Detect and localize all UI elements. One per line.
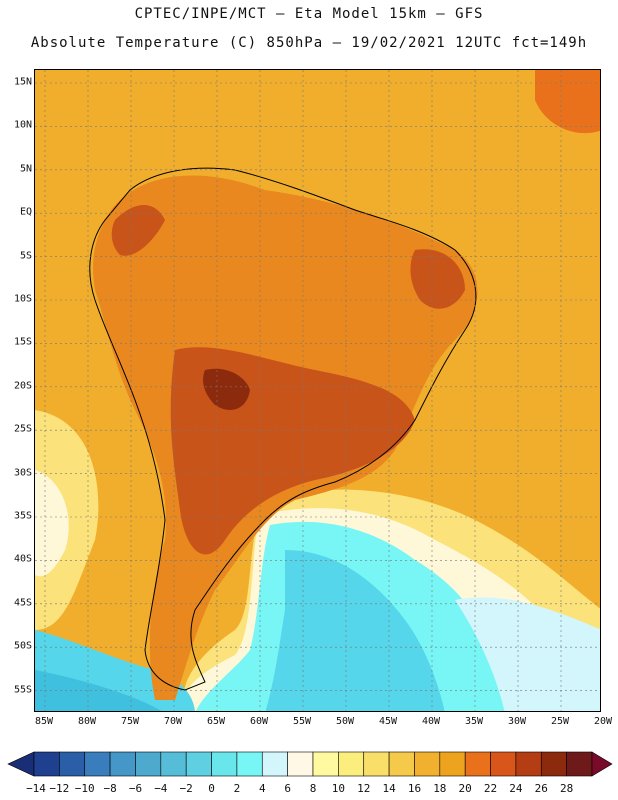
colorbar-tick-label: −4 bbox=[154, 782, 168, 795]
lat-tick-label: 15N bbox=[13, 76, 32, 88]
colorbar-swatch bbox=[109, 751, 136, 777]
colorbar-tick-label: 2 bbox=[233, 782, 241, 795]
colorbar-tick-label: 6 bbox=[284, 782, 291, 795]
lat-tick-label: 10S bbox=[13, 293, 32, 305]
lat-tick-label: 5S bbox=[19, 250, 32, 262]
colorbar-swatch bbox=[261, 751, 288, 777]
colorbar-swatch bbox=[312, 751, 339, 777]
lon-tick-label: 65W bbox=[206, 716, 226, 727]
lat-tick-label: 30S bbox=[13, 467, 32, 479]
colorbar-swatch bbox=[388, 751, 415, 777]
colorbar-swatch bbox=[338, 751, 365, 777]
lon-tick-label: 60W bbox=[249, 716, 269, 727]
colorbar-tick-label: 12 bbox=[357, 782, 371, 795]
colorbar-tick-label: −8 bbox=[103, 782, 117, 795]
lat-tick-label: 20S bbox=[13, 380, 32, 392]
colorbar-tick-label: −2 bbox=[179, 782, 193, 795]
colorbar-tick-label: 22 bbox=[483, 782, 498, 795]
colorbar-swatch bbox=[160, 751, 187, 777]
south-america-coastline bbox=[89, 167, 477, 691]
colorbar-tick-label: 10 bbox=[331, 782, 345, 795]
colorbar-swatch bbox=[135, 751, 162, 777]
colorbar-tick-label: 28 bbox=[560, 782, 574, 795]
colorbar-swatch bbox=[287, 751, 314, 777]
colorbar-swatch bbox=[464, 751, 491, 777]
colorbar-swatch bbox=[211, 751, 238, 777]
colorbar-swatch bbox=[363, 751, 390, 777]
colorbar-tick-label: 4 bbox=[258, 782, 266, 795]
lon-tick-label: 25W bbox=[550, 716, 570, 727]
colorbar bbox=[7, 751, 613, 777]
lon-tick-label: 35W bbox=[464, 716, 484, 727]
colorbar-swatch bbox=[540, 751, 567, 777]
colorbar-swatch bbox=[414, 751, 441, 777]
colorbar-under-arrow bbox=[7, 751, 35, 777]
lon-tick-label: 55W bbox=[292, 716, 312, 727]
lon-tick-label: 45W bbox=[378, 716, 398, 727]
east-atlantic-light-blue bbox=[455, 597, 600, 711]
lat-tick-label: 40S bbox=[13, 553, 32, 565]
colorbar-tick-label: 24 bbox=[509, 782, 523, 795]
lon-tick-label: 75W bbox=[120, 716, 140, 727]
colorbar-swatch bbox=[59, 751, 86, 777]
colorbar-tick-label: −14 bbox=[26, 782, 46, 795]
map-subtitle: Absolute Temperature (C) 850hPa – 19/02/… bbox=[30, 35, 588, 51]
colorbar-swatch bbox=[490, 751, 517, 777]
lat-tick-label: 10N bbox=[13, 119, 32, 131]
lon-tick-label: 70W bbox=[163, 716, 183, 727]
colorbar-swatch bbox=[33, 751, 60, 777]
southern-pacific-colder bbox=[35, 670, 162, 711]
graticule bbox=[35, 70, 600, 711]
chaco-hottest-core bbox=[203, 368, 250, 410]
temperature-map bbox=[34, 69, 601, 712]
colorbar-tick-label: 14 bbox=[382, 782, 396, 795]
colorbar-tick-label: −12 bbox=[49, 782, 70, 795]
colorbar-tick-label: 0 bbox=[208, 782, 215, 795]
colorbar-tick-label: 26 bbox=[534, 782, 548, 795]
map-canvas bbox=[35, 70, 600, 711]
lon-tick-label: 50W bbox=[335, 716, 355, 727]
colorbar-swatch bbox=[515, 751, 542, 777]
colorbar-over-arrow bbox=[591, 751, 613, 777]
colorbar-swatch bbox=[566, 751, 593, 777]
map-title: CPTEC/INPE/MCT – Eta Model 15km – GFS bbox=[134, 6, 484, 22]
lon-tick-label: 30W bbox=[507, 716, 527, 727]
lon-tick-label: 40W bbox=[421, 716, 441, 727]
colorbar-tick-label: 20 bbox=[458, 782, 472, 795]
colorbar-tick-label: 16 bbox=[407, 782, 422, 795]
colorbar-tick-label: 8 bbox=[309, 782, 317, 795]
northeast-atlantic-warm bbox=[535, 70, 600, 134]
pacific-mild-patch bbox=[35, 470, 69, 577]
lon-tick-label: 85W bbox=[34, 716, 54, 727]
lat-tick-label: 5N bbox=[19, 163, 32, 175]
lat-tick-label: 35S bbox=[13, 510, 32, 522]
colorbar-swatch bbox=[236, 751, 263, 777]
colorbar-swatch bbox=[84, 751, 111, 777]
lat-tick-label: EQ bbox=[19, 206, 32, 218]
colorbar-tick-label: −10 bbox=[74, 782, 95, 795]
lon-tick-label: 80W bbox=[77, 716, 97, 727]
atlantic-colder-core bbox=[265, 550, 445, 711]
lat-tick-label: 50S bbox=[13, 640, 32, 652]
colorbar-swatch bbox=[439, 751, 466, 777]
colorbar-swatch bbox=[185, 751, 212, 777]
lon-tick-label: 20W bbox=[593, 716, 613, 727]
colorbar-tick-label: 18 bbox=[433, 782, 447, 795]
lat-tick-label: 55S bbox=[13, 684, 32, 696]
northeast-hot-area bbox=[410, 249, 465, 309]
lat-tick-label: 15S bbox=[13, 336, 32, 348]
lat-tick-label: 45S bbox=[13, 597, 32, 609]
colorbar-tick-label: −6 bbox=[128, 782, 143, 795]
andes-north-hot bbox=[111, 205, 165, 256]
lat-tick-label: 25S bbox=[13, 423, 32, 435]
